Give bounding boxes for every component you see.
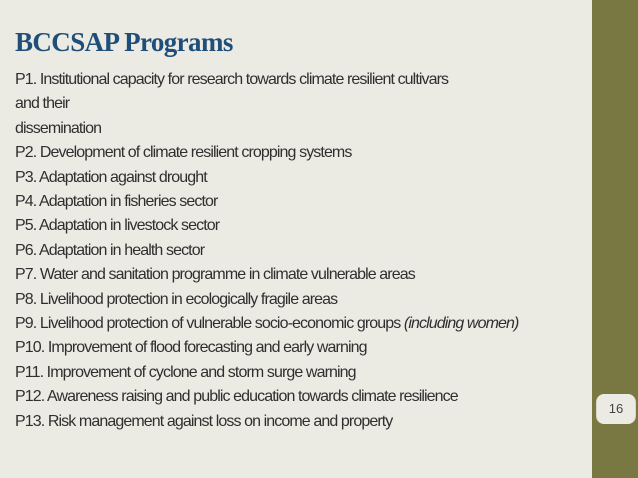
list-item: P5. Adaptation in livestock sector xyxy=(15,217,220,235)
list-item: and their xyxy=(15,95,70,113)
list-item: P9. Livelihood protection of vulnerable … xyxy=(15,312,591,336)
page-number: 16 xyxy=(608,401,624,416)
program-list: P1. Institutional capacity for research … xyxy=(15,68,591,434)
list-item: P12. Awareness raising and public educat… xyxy=(15,388,459,406)
list-item: P3. Adaptation against drought xyxy=(15,168,208,186)
list-item: P8. Livelihood protection in ecologicall… xyxy=(15,290,338,308)
list-item: P10. Improvement of flood forecasting an… xyxy=(15,339,368,357)
list-item-note: (including women) xyxy=(403,315,519,333)
list-item: P7. Water and sanitation programme in cl… xyxy=(15,266,416,284)
list-item: P2. Development of climate resilient cro… xyxy=(15,144,352,162)
list-item: P13. Risk management against loss on inc… xyxy=(15,412,393,430)
list-item-text: P9. Livelihood protection of vulnerable … xyxy=(15,315,404,333)
list-item: P4. Adaptation in fisheries sector xyxy=(15,193,218,211)
slide-title: BCCSAP Programs xyxy=(15,27,233,57)
list-item: dissemination xyxy=(15,119,102,137)
list-item: P1. Institutional capacity for research … xyxy=(15,71,449,88)
page-number-box: 16 xyxy=(596,394,636,424)
list-item: P6. Adaptation in health sector xyxy=(15,241,205,259)
list-item: P11. Improvement of cyclone and storm su… xyxy=(15,363,357,381)
